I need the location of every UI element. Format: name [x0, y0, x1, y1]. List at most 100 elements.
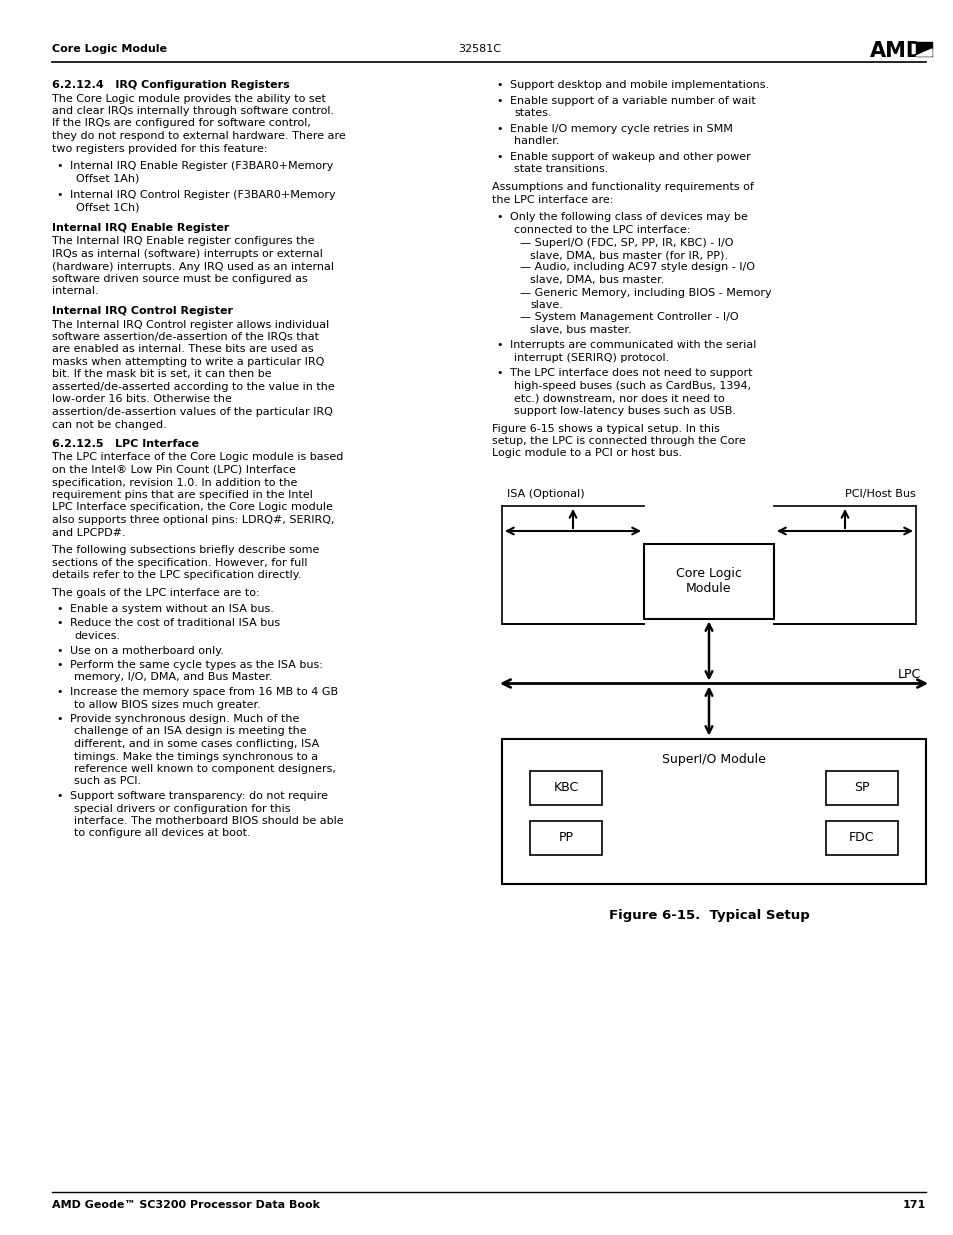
Text: Perform the same cycle types as the ISA bus:: Perform the same cycle types as the ISA …: [70, 659, 322, 671]
Text: The LPC interface of the Core Logic module is based: The LPC interface of the Core Logic modu…: [52, 452, 343, 462]
Bar: [643, 543, 773, 619]
Text: IRQs as internal (software) interrupts or external: IRQs as internal (software) interrupts o…: [52, 249, 322, 259]
Text: to allow BIOS sizes much greater.: to allow BIOS sizes much greater.: [74, 699, 260, 709]
Text: — Audio, including AC97 style design - I/O: — Audio, including AC97 style design - I…: [519, 263, 754, 273]
Text: on the Intel® Low Pin Count (LPC) Interface: on the Intel® Low Pin Count (LPC) Interf…: [52, 466, 295, 475]
Text: also supports three optional pins: LDRQ#, SERIRQ,: also supports three optional pins: LDRQ#…: [52, 515, 335, 525]
Text: requirement pins that are specified in the Intel: requirement pins that are specified in t…: [52, 490, 313, 500]
Text: 171: 171: [902, 1200, 925, 1210]
Text: If the IRQs are configured for software control,: If the IRQs are configured for software …: [52, 119, 311, 128]
Bar: [915, 42, 931, 56]
Text: challenge of an ISA design is meeting the: challenge of an ISA design is meeting th…: [74, 726, 306, 736]
Text: Reduce the cost of traditional ISA bus: Reduce the cost of traditional ISA bus: [70, 619, 280, 629]
Text: •: •: [496, 95, 502, 105]
Text: •: •: [56, 619, 63, 629]
Text: PCI/Host Bus: PCI/Host Bus: [844, 489, 915, 499]
Text: memory, I/O, DMA, and Bus Master.: memory, I/O, DMA, and Bus Master.: [74, 673, 273, 683]
Text: different, and in some cases conflicting, ISA: different, and in some cases conflicting…: [74, 739, 319, 748]
Text: software driven source must be configured as: software driven source must be configure…: [52, 274, 308, 284]
Text: Assumptions and functionality requirements of: Assumptions and functionality requiremen…: [492, 183, 753, 193]
Text: •: •: [56, 687, 63, 697]
Text: •: •: [496, 212, 502, 222]
Text: KBC: KBC: [553, 781, 578, 794]
Text: Internal IRQ Control Register (F3BAR0+Memory: Internal IRQ Control Register (F3BAR0+Me…: [70, 190, 335, 200]
Text: PP: PP: [558, 831, 573, 844]
Bar: [530, 771, 601, 804]
Text: — System Management Controller - I/O: — System Management Controller - I/O: [519, 312, 738, 322]
Text: AMD: AMD: [869, 41, 923, 61]
Text: support low-latency buses such as USB.: support low-latency buses such as USB.: [514, 406, 735, 416]
Text: Logic module to a PCI or host bus.: Logic module to a PCI or host bus.: [492, 448, 681, 458]
Text: •: •: [56, 646, 63, 656]
Text: are enabled as internal. These bits are used as: are enabled as internal. These bits are …: [52, 345, 314, 354]
Text: The goals of the LPC interface are to:: The goals of the LPC interface are to:: [52, 588, 259, 598]
Text: masks when attempting to write a particular IRQ: masks when attempting to write a particu…: [52, 357, 324, 367]
Text: •: •: [496, 341, 502, 351]
Text: such as PCI.: such as PCI.: [74, 777, 141, 787]
Text: assertion/de-assertion values of the particular IRQ: assertion/de-assertion values of the par…: [52, 408, 333, 417]
Text: •: •: [56, 790, 63, 802]
Text: special drivers or configuration for this: special drivers or configuration for thi…: [74, 804, 291, 814]
Bar: [530, 820, 601, 855]
Text: LPC Interface specification, the Core Logic module: LPC Interface specification, the Core Lo…: [52, 503, 333, 513]
Text: •: •: [56, 659, 63, 671]
Text: sections of the specification. However, for full: sections of the specification. However, …: [52, 557, 307, 568]
Text: (hardware) interrupts. Any IRQ used as an internal: (hardware) interrupts. Any IRQ used as a…: [52, 262, 334, 272]
Text: •: •: [496, 368, 502, 378]
Text: handler.: handler.: [514, 136, 558, 146]
Text: Use on a motherboard only.: Use on a motherboard only.: [70, 646, 224, 656]
Text: FDC: FDC: [848, 831, 874, 844]
Text: asserted/de-asserted according to the value in the: asserted/de-asserted according to the va…: [52, 382, 335, 391]
Text: SuperI/O Module: SuperI/O Module: [661, 752, 765, 766]
Text: ISA (Optional): ISA (Optional): [506, 489, 584, 499]
Text: Enable support of wakeup and other power: Enable support of wakeup and other power: [510, 152, 750, 162]
Text: the LPC interface are:: the LPC interface are:: [492, 195, 613, 205]
Text: Support desktop and mobile implementations.: Support desktop and mobile implementatio…: [510, 80, 768, 90]
Text: Core Logic
Module: Core Logic Module: [676, 567, 741, 595]
Text: and clear IRQs internally through software control.: and clear IRQs internally through softwa…: [52, 106, 334, 116]
Text: states.: states.: [514, 107, 551, 119]
Text: •: •: [56, 714, 63, 724]
Text: setup, the LPC is connected through the Core: setup, the LPC is connected through the …: [492, 436, 745, 446]
Text: interrupt (SERIRQ) protocol.: interrupt (SERIRQ) protocol.: [514, 353, 669, 363]
Text: timings. Make the timings synchronous to a: timings. Make the timings synchronous to…: [74, 752, 317, 762]
Text: •: •: [56, 604, 63, 614]
Text: Figure 6-15 shows a typical setup. In this: Figure 6-15 shows a typical setup. In th…: [492, 424, 720, 433]
Text: specification, revision 1.0. In addition to the: specification, revision 1.0. In addition…: [52, 478, 297, 488]
Text: they do not respond to external hardware. There are: they do not respond to external hardware…: [52, 131, 345, 141]
Text: Internal IRQ Control Register: Internal IRQ Control Register: [52, 306, 233, 316]
Text: Support software transparency: do not require: Support software transparency: do not re…: [70, 790, 328, 802]
Text: The Internal IRQ Enable register configures the: The Internal IRQ Enable register configu…: [52, 236, 314, 247]
Text: Enable support of a variable number of wait: Enable support of a variable number of w…: [510, 95, 755, 105]
Text: state transitions.: state transitions.: [514, 164, 608, 174]
Text: Only the following class of devices may be: Only the following class of devices may …: [510, 212, 747, 222]
Text: and LPCPD#.: and LPCPD#.: [52, 527, 126, 537]
Text: Figure 6-15.  Typical Setup: Figure 6-15. Typical Setup: [608, 909, 808, 921]
Text: internal.: internal.: [52, 287, 98, 296]
Text: slave, DMA, bus master.: slave, DMA, bus master.: [530, 275, 663, 285]
Bar: [825, 820, 897, 855]
Text: interface. The motherboard BIOS should be able: interface. The motherboard BIOS should b…: [74, 816, 343, 826]
Text: Offset 1Ah): Offset 1Ah): [76, 173, 139, 184]
Text: etc.) downstream, nor does it need to: etc.) downstream, nor does it need to: [514, 394, 724, 404]
Polygon shape: [915, 49, 931, 56]
Text: Increase the memory space from 16 MB to 4 GB: Increase the memory space from 16 MB to …: [70, 687, 337, 697]
Text: Internal IRQ Enable Register: Internal IRQ Enable Register: [52, 224, 229, 233]
Text: The Core Logic module provides the ability to set: The Core Logic module provides the abili…: [52, 94, 326, 104]
Text: •: •: [496, 152, 502, 162]
Text: SP: SP: [853, 781, 869, 794]
Text: 32581C: 32581C: [458, 44, 501, 54]
Text: — SuperI/O (FDC, SP, PP, IR, KBC) - I/O: — SuperI/O (FDC, SP, PP, IR, KBC) - I/O: [519, 237, 733, 247]
Text: details refer to the LPC specification directly.: details refer to the LPC specification d…: [52, 571, 301, 580]
Text: bit. If the mask bit is set, it can then be: bit. If the mask bit is set, it can then…: [52, 369, 272, 379]
Text: Offset 1Ch): Offset 1Ch): [76, 203, 139, 212]
Text: — Generic Memory, including BIOS - Memory: — Generic Memory, including BIOS - Memor…: [519, 288, 771, 298]
Text: •: •: [56, 161, 63, 170]
Text: devices.: devices.: [74, 631, 120, 641]
Text: to configure all devices at boot.: to configure all devices at boot.: [74, 829, 251, 839]
Text: The following subsections briefly describe some: The following subsections briefly descri…: [52, 545, 319, 555]
Text: can not be changed.: can not be changed.: [52, 420, 167, 430]
Text: high-speed buses (such as CardBus, 1394,: high-speed buses (such as CardBus, 1394,: [514, 382, 750, 391]
Text: two registers provided for this feature:: two registers provided for this feature:: [52, 143, 267, 153]
Text: The LPC interface does not need to support: The LPC interface does not need to suppo…: [510, 368, 752, 378]
